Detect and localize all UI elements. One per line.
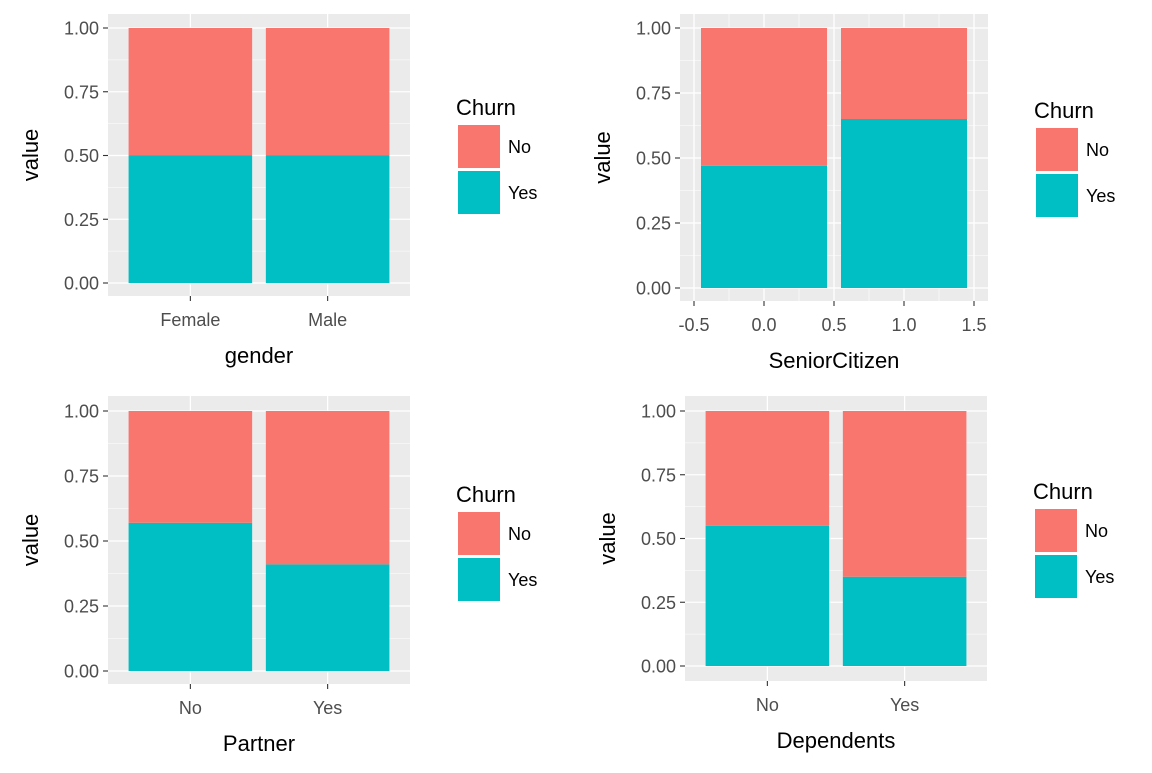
x-axis-title: Dependents (777, 728, 896, 753)
legend-key-yes (1036, 174, 1078, 217)
x-tick-label: No (179, 698, 202, 718)
y-tick-label: 0.25 (64, 210, 99, 230)
y-tick-label: 0.25 (641, 593, 676, 613)
y-tick-label: 0.50 (641, 529, 676, 549)
y-tick-label: 0.50 (636, 149, 671, 169)
x-tick-label: Yes (313, 698, 342, 718)
legend-label-no: No (1086, 140, 1109, 160)
bar-no (265, 28, 390, 156)
x-tick-label: 0.0 (751, 315, 776, 335)
legend-label-no: No (508, 137, 531, 157)
legend-title: Churn (1034, 98, 1094, 123)
bar-yes (128, 155, 253, 283)
y-axis-title: value (18, 514, 43, 567)
bar-no (842, 411, 967, 577)
chart-panel-2: 0.00 0.25 0.50 0.75 1.00 -0.5 0.0 0.5 1.0 1.5 Seni… (590, 14, 1115, 373)
y-tick-label: 0.50 (64, 146, 99, 166)
x-tick-label: -0.5 (678, 315, 709, 335)
bar-no (128, 28, 253, 156)
x-tick-label: Yes (890, 695, 919, 715)
y-tick-label: 0.75 (641, 465, 676, 485)
legend-label-yes: Yes (508, 570, 537, 590)
legend-key-no (1036, 128, 1078, 171)
legend-label-yes: Yes (1086, 186, 1115, 206)
x-tick-label: Male (308, 310, 347, 330)
y-tick-label: 0.00 (641, 657, 676, 677)
chart-panel-3: 0.00 0.25 0.50 0.75 1.00 No Yes Partner value Chu… (18, 396, 537, 756)
y-tick-label: 0.25 (64, 597, 99, 617)
x-tick-label: 1.5 (961, 315, 986, 335)
legend-label-no: No (1085, 521, 1108, 541)
legend-label-no: No (508, 524, 531, 544)
x-tick-label: No (756, 695, 779, 715)
bar-yes (128, 522, 253, 671)
x-axis-title: SeniorCitizen (769, 348, 900, 373)
chart-panel-4: 0.00 0.25 0.50 0.75 1.00 No Yes Dependents value… (595, 396, 1114, 753)
bar-no (705, 411, 830, 526)
legend-key-no (1035, 509, 1077, 552)
y-tick-label: 1.00 (636, 19, 671, 39)
y-tick-label: 0.75 (64, 467, 99, 487)
legend: Churn No Yes (1033, 479, 1114, 598)
x-tick-label: 1.0 (891, 315, 916, 335)
legend-key-yes (458, 558, 500, 601)
legend-title: Churn (456, 482, 516, 507)
bar-yes (701, 165, 827, 288)
y-axis-title: value (18, 129, 43, 182)
y-tick-label: 1.00 (641, 402, 676, 422)
legend: Churn No Yes (456, 95, 537, 214)
bar-no (265, 411, 390, 565)
y-tick-label: 0.50 (64, 532, 99, 552)
legend-title: Churn (456, 95, 516, 120)
x-tick-label: 0.5 (821, 315, 846, 335)
bar-yes (265, 564, 390, 671)
x-tick-label: Female (160, 310, 220, 330)
legend: Churn No Yes (1034, 98, 1115, 217)
bar-yes (841, 119, 967, 288)
y-tick-label: 0.75 (636, 84, 671, 104)
legend-key-yes (458, 171, 500, 214)
legend-label-yes: Yes (1085, 567, 1114, 587)
x-axis-title: gender (225, 343, 294, 368)
legend-title: Churn (1033, 479, 1093, 504)
bar-yes (265, 155, 390, 283)
y-tick-label: 1.00 (64, 402, 99, 422)
x-axis-title: Partner (223, 731, 295, 756)
bar-no (128, 411, 253, 523)
chart-panel-1: 0.00 0.25 0.50 0.75 1.00 Female Male gender valu… (18, 14, 537, 368)
y-tick-label: 0.00 (636, 279, 671, 299)
bar-yes (705, 525, 830, 666)
bar-no (701, 28, 827, 166)
y-axis-title: value (595, 512, 620, 565)
y-tick-label: 0.25 (636, 214, 671, 234)
bar-no (841, 28, 967, 119)
legend-key-no (458, 125, 500, 168)
bar-yes (842, 576, 967, 666)
legend-key-yes (1035, 555, 1077, 598)
legend: Churn No Yes (456, 482, 537, 601)
y-tick-label: 0.00 (64, 274, 99, 294)
y-tick-label: 1.00 (64, 19, 99, 39)
legend-label-yes: Yes (508, 183, 537, 203)
y-axis-title: value (590, 131, 615, 184)
y-tick-label: 0.75 (64, 82, 99, 102)
y-tick-label: 0.00 (64, 662, 99, 682)
legend-key-no (458, 512, 500, 555)
